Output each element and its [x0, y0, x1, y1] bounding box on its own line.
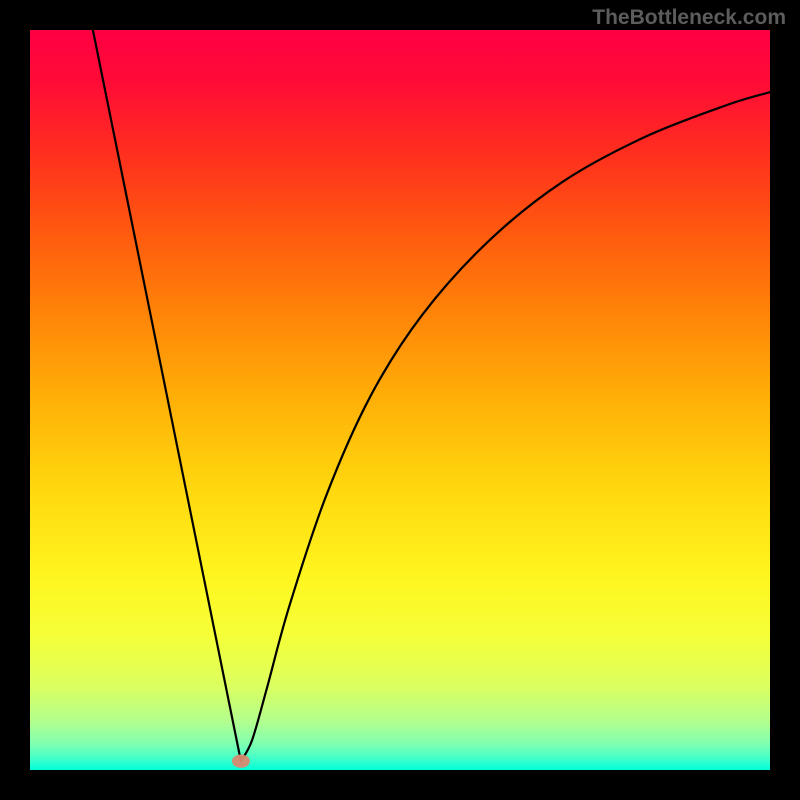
attribution-label: TheBottleneck.com — [592, 6, 786, 30]
bottleneck-chart — [30, 30, 770, 770]
chart-container: TheBottleneck.com — [0, 0, 800, 800]
gradient-background — [30, 30, 770, 770]
plot-area — [30, 30, 770, 770]
optimum-marker — [232, 754, 250, 767]
